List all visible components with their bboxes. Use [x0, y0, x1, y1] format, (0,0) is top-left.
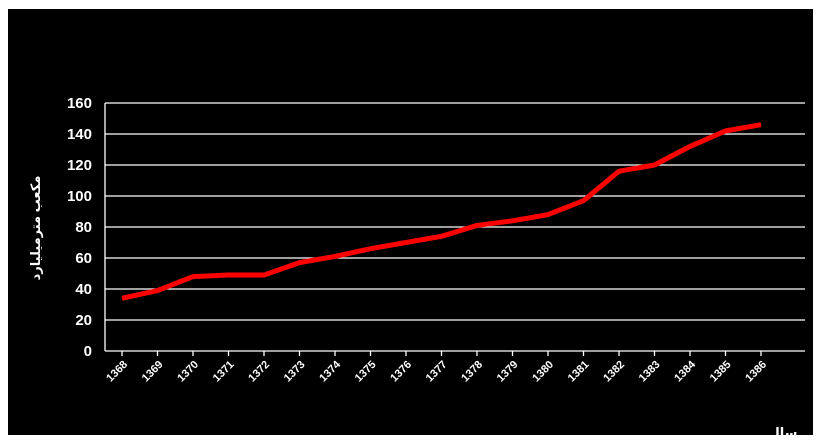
x-tick-label: 1381	[566, 359, 592, 385]
chart-frame	[8, 9, 813, 435]
x-tick-label: 1369	[140, 359, 166, 385]
gridlines	[104, 102, 805, 356]
y-tick-label: 0	[84, 343, 92, 360]
x-tick-label: 1382	[601, 359, 627, 385]
series-lines	[121, 122, 762, 301]
x-tick-label: 1376	[388, 359, 414, 385]
y-tick-label: 140	[67, 126, 92, 143]
x-tick-label: 1384	[672, 358, 698, 384]
x-tick-label: 1373	[282, 359, 308, 385]
x-axis-title: سال	[769, 425, 798, 440]
x-tick-label: 1375	[353, 359, 379, 385]
y-tick-label: 60	[75, 250, 92, 267]
y-tick-label: 160	[67, 95, 92, 112]
x-tick-label: 1377	[424, 359, 450, 385]
y-tick-labels: 0 20 40 60 80 100 120 140 160	[67, 95, 92, 360]
x-tick-label: 1380	[530, 359, 556, 385]
y-tick-label: 100	[67, 188, 92, 205]
x-tick-label: 1371	[211, 359, 237, 385]
y-tick-label: 20	[75, 312, 92, 329]
x-tick-label: 1372	[246, 359, 272, 385]
x-tick-label: 1383	[637, 359, 663, 385]
x-tick-label: 1370	[175, 359, 201, 385]
y-tick-label: 40	[75, 281, 92, 298]
x-tick-labels: 1368 1369 1370 1371 1372 1373 1374 1375 1376 1377…	[104, 358, 769, 384]
x-tick-label: 1368	[104, 359, 130, 385]
x-tick-label: 1378	[459, 359, 485, 385]
y-tick-label: 80	[75, 219, 92, 236]
y-axis-title: مکعب مترمیلیارد	[28, 176, 43, 281]
series-line-0	[121, 122, 762, 301]
y-tick-label: 120	[67, 157, 92, 174]
x-tick-label: 1374	[317, 358, 343, 384]
x-tick-label: 1386	[743, 359, 769, 385]
x-tick-label: 1385	[708, 359, 734, 385]
x-tick-label: 1379	[495, 359, 521, 385]
